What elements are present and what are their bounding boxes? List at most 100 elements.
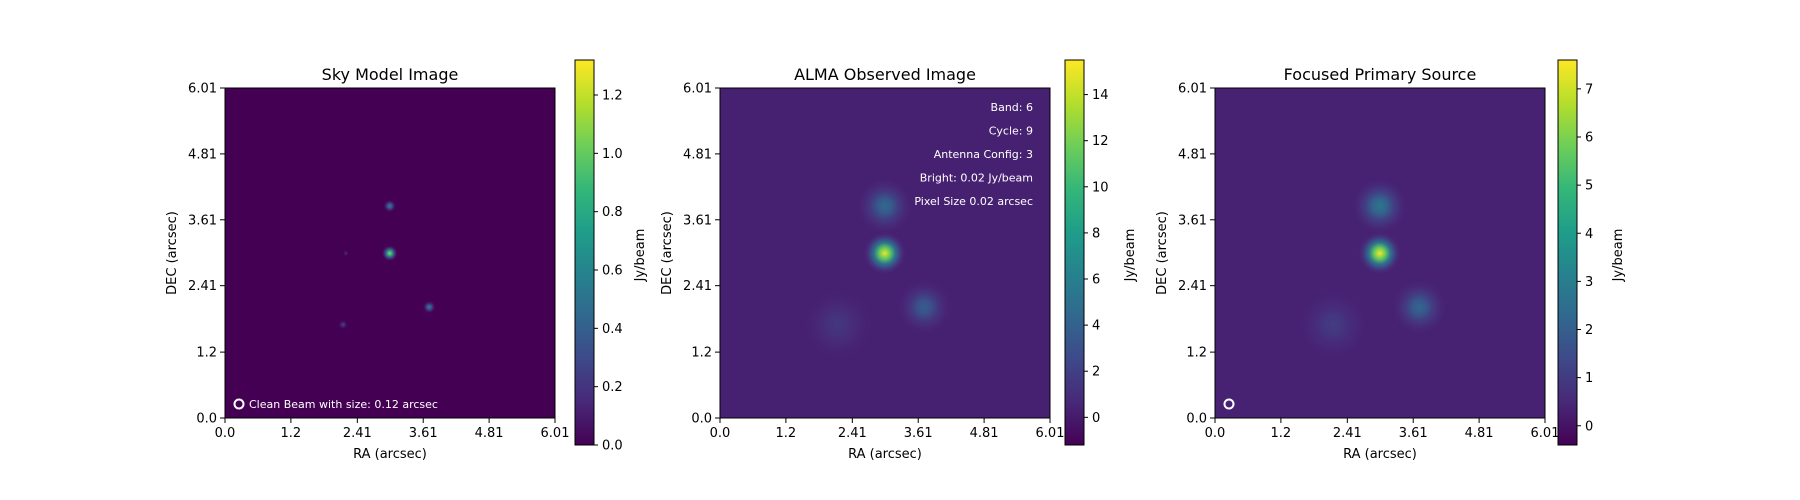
panel-title: Sky Model Image [322,65,459,84]
y-tick-label: 6.01 [683,82,712,97]
y-axis-ticks: 0.0 1.2 2.41 3.61 4.81 6.01 [683,82,720,427]
panel-title: Focused Primary Source [1284,65,1477,84]
y-axis-label: DEC (arcsec) [660,211,675,295]
x-tick-label: 1.2 [1271,426,1292,441]
colorbar-tick-label: 7 [1585,82,1593,97]
colorbar-gradient [574,59,595,446]
x-tick-label: 3.61 [1399,426,1428,441]
colorbar-tick-label: 0.0 [602,439,623,454]
x-axis-ticks: 0.0 1.2 2.41 3.61 4.81 6.01 [1205,418,1560,441]
y-tick-label: 2.41 [683,279,712,294]
x-tick-label: 0.0 [215,426,236,441]
colorbar-tick-label: 6 [1092,273,1100,288]
x-axis-ticks: 0.0 1.2 2.41 3.61 4.81 6.01 [215,418,570,441]
x-axis-label: RA (arcsec) [848,447,922,462]
colorbar-tick-label: 6 [1585,131,1593,146]
clean-beam-marker [1223,398,1235,410]
observation-annotation: Bright: 0.02 Jy/beam [920,172,1033,185]
y-tick-label: 2.41 [188,279,217,294]
source-0 [1358,231,1402,275]
colorbar: 0.0 0.2 0.4 0.6 0.8 1.0 1.2 [574,59,623,454]
colorbar-tick-label: 1.2 [602,89,623,104]
clean-beam-label: Clean Beam with size: 0.12 arcsec [249,398,438,411]
colorbar-tick-label: 4 [1092,319,1100,334]
y-tick-label: 2.41 [1178,279,1207,294]
x-tick-label: 0.0 [710,426,731,441]
colorbar-tick-label: 5 [1585,179,1593,194]
x-axis-ticks: 0.0 1.2 2.41 3.61 4.81 6.01 [710,418,1065,441]
x-tick-label: 6.01 [1036,426,1065,441]
y-axis-label: DEC (arcsec) [165,211,180,295]
y-tick-label: 4.81 [1178,147,1207,162]
clean-beam-marker [233,398,245,410]
x-axis-label: RA (arcsec) [1343,447,1417,462]
y-tick-label: 4.81 [683,147,712,162]
source-1 [1351,178,1408,235]
x-tick-label: 2.41 [1333,426,1362,441]
colorbar: 0 2 4 6 8 10 12 14 [1064,59,1109,446]
x-tick-label: 3.61 [904,426,933,441]
colorbar-label: Jy/beam [1123,229,1138,283]
x-tick-label: 0.0 [1205,426,1226,441]
x-tick-label: 4.81 [475,426,504,441]
plot-frame [1214,87,1546,419]
colorbar-label: Jy/beam [633,229,648,283]
x-tick-label: 1.2 [281,426,302,441]
annotation-layer [1223,398,1235,410]
y-tick-label: 0.0 [196,412,217,427]
y-axis-ticks: 0.0 1.2 2.41 3.61 4.81 6.01 [188,82,225,427]
y-tick-label: 3.61 [1178,213,1207,228]
plot-frame [224,87,556,419]
colorbar-tick-label: 14 [1092,88,1109,103]
x-tick-label: 1.2 [776,426,797,441]
x-tick-label: 3.61 [409,426,438,441]
colorbar-tick-label: 2 [1092,365,1100,380]
image-plot [225,88,555,418]
colorbar-tick-label: 0.8 [602,205,623,220]
colorbar-tick-label: 1.0 [602,147,623,162]
colorbar: 0 1 2 3 4 5 6 7 [1557,59,1593,446]
y-tick-label: 1.2 [196,346,217,361]
x-axis-label: RA (arcsec) [353,447,427,462]
x-tick-label: 4.81 [1465,426,1494,441]
annotation-layer: Band: 6 Cycle: 9 Antenna Config: 3 Bright: … [914,101,1033,208]
y-tick-label: 3.61 [188,213,217,228]
panel-sky-model: Sky Model Image Clean Beam with size: 0.… [165,59,648,462]
x-tick-label: 6.01 [541,426,570,441]
image-plot [1215,88,1545,418]
source-2 [422,300,436,314]
source-4 [342,249,350,257]
y-tick-label: 6.01 [1178,82,1207,97]
colorbar-tick-label: 3 [1585,275,1593,290]
colorbar-tick-label: 4 [1585,227,1593,242]
source-2 [896,279,953,336]
source-3 [1296,288,1370,361]
x-tick-label: 6.01 [1531,426,1560,441]
y-tick-label: 6.01 [188,82,217,97]
y-tick-label: 1.2 [691,346,712,361]
observation-annotation: Cycle: 9 [989,125,1033,138]
image-plot [720,88,1050,418]
source-1 [383,199,397,213]
colorbar-tick-label: 0.6 [602,264,623,279]
colorbar-tick-label: 0.2 [602,380,623,395]
source-0 [381,245,398,262]
y-axis-ticks: 0.0 1.2 2.41 3.61 4.81 6.01 [1178,82,1215,427]
x-tick-label: 2.41 [343,426,372,441]
x-tick-label: 4.81 [970,426,999,441]
y-tick-label: 4.81 [188,147,217,162]
y-tick-label: 3.61 [683,213,712,228]
source-1 [856,178,913,235]
colorbar-tick-label: 0 [1585,419,1593,434]
colorbar-tick-label: 10 [1092,180,1109,195]
y-axis-label: DEC (arcsec) [1155,211,1170,295]
y-tick-label: 0.0 [1186,412,1207,427]
colorbar-tick-label: 12 [1092,134,1109,149]
source-3 [801,288,875,361]
observation-annotation: Pixel Size 0.02 arcsec [914,195,1033,208]
colorbar-tick-label: 1 [1585,371,1593,386]
colorbar-gradient [1064,59,1085,446]
y-tick-label: 1.2 [1186,346,1207,361]
observation-annotation: Band: 6 [991,101,1033,114]
